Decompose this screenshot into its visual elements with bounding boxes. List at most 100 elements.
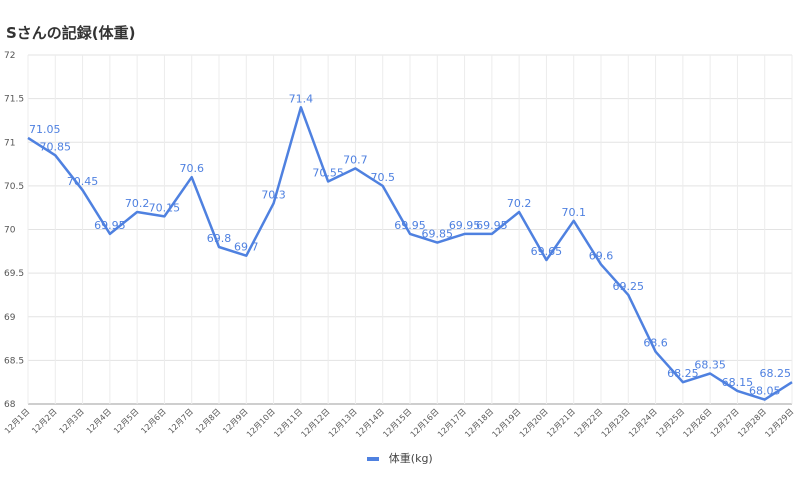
- x-tick-label: 12月8日: [194, 407, 222, 435]
- data-label: 68.6: [643, 337, 668, 350]
- x-tick-label: 12月1日: [3, 407, 31, 435]
- y-tick-label: 69.5: [4, 269, 24, 279]
- data-label: 68.25: [760, 367, 792, 380]
- series-lines: [26, 105, 794, 402]
- y-tick-label: 68.5: [4, 356, 24, 366]
- data-point[interactable]: [299, 105, 303, 109]
- data-point[interactable]: [244, 254, 248, 258]
- data-point[interactable]: [53, 153, 57, 157]
- data-label: 69.25: [613, 280, 645, 293]
- data-label: 70.6: [179, 162, 204, 175]
- data-label: 70.85: [40, 140, 72, 153]
- x-tick-label: 12月20日: [518, 407, 550, 439]
- data-point[interactable]: [272, 201, 276, 205]
- data-label: 69.95: [94, 219, 126, 232]
- y-axis-ticks: 68 68.5 69 69.5 70 70.5 71 71.5 72: [4, 51, 24, 410]
- data-point[interactable]: [654, 350, 658, 354]
- y-tick-label: 68: [4, 400, 16, 410]
- data-label: 69.6: [589, 249, 614, 262]
- legend-label: 体重(kg): [388, 452, 433, 465]
- data-point[interactable]: [708, 371, 712, 375]
- y-tick-label: 71.5: [4, 95, 24, 105]
- data-label: 69.65: [531, 245, 563, 258]
- data-point[interactable]: [517, 210, 521, 214]
- data-label: 68.05: [749, 385, 781, 398]
- x-tick-label: 12月10日: [245, 407, 277, 439]
- y-tick-label: 69: [4, 313, 16, 323]
- data-label: 70.15: [149, 201, 181, 214]
- data-label: 70.2: [507, 197, 532, 210]
- data-label: 68.15: [722, 376, 754, 389]
- y-tick-label: 70: [4, 226, 16, 236]
- data-label: 69.95: [476, 219, 508, 232]
- data-point[interactable]: [326, 180, 330, 184]
- x-tick-label: 12月16日: [409, 407, 441, 439]
- x-tick-label: 12月19日: [490, 407, 522, 439]
- data-label: 69.85: [422, 228, 454, 241]
- data-point[interactable]: [463, 232, 467, 236]
- gridlines: [27, 54, 793, 405]
- x-tick-label: 12月5日: [112, 407, 140, 435]
- legend[interactable]: 体重(kg): [0, 450, 800, 466]
- data-point[interactable]: [490, 232, 494, 236]
- x-tick-label: 12月4日: [85, 407, 113, 435]
- x-tick-label: 12月12日: [299, 407, 331, 439]
- data-label: 69.95: [449, 219, 481, 232]
- x-tick-label: 12月29日: [763, 407, 795, 439]
- series-line: [27, 106, 793, 401]
- data-label: 71.05: [29, 123, 61, 136]
- data-label: 70.5: [370, 171, 395, 184]
- x-tick-label: 12月14日: [354, 407, 386, 439]
- data-label: 70.1: [561, 206, 586, 219]
- data-point[interactable]: [190, 175, 194, 179]
- data-point[interactable]: [217, 245, 221, 249]
- x-tick-label: 12月6日: [139, 407, 167, 435]
- data-label: 69.7: [234, 241, 259, 254]
- data-point[interactable]: [763, 398, 767, 402]
- x-tick-label: 12月24日: [627, 407, 659, 439]
- x-tick-label: 12月23日: [600, 407, 632, 439]
- data-point[interactable]: [599, 262, 603, 266]
- y-tick-label: 72: [4, 51, 15, 61]
- data-point[interactable]: [26, 136, 30, 140]
- data-label: 70.45: [67, 175, 99, 188]
- x-tick-label: 12月2日: [30, 407, 58, 435]
- x-tick-label: 12月26日: [681, 407, 713, 439]
- y-tick-label: 71: [4, 138, 15, 148]
- x-tick-label: 12月15日: [381, 407, 413, 439]
- y-tick-label: 70.5: [4, 182, 24, 192]
- data-point[interactable]: [81, 188, 85, 192]
- data-label: 70.3: [261, 188, 286, 201]
- data-point[interactable]: [626, 293, 630, 297]
- x-tick-label: 12月22日: [572, 407, 604, 439]
- x-tick-label: 12月17日: [436, 407, 468, 439]
- x-tick-label: 12月13日: [327, 407, 359, 439]
- x-tick-label: 12月11日: [272, 407, 304, 439]
- data-point[interactable]: [544, 258, 548, 262]
- x-tick-label: 12月21日: [545, 407, 577, 439]
- data-point[interactable]: [108, 232, 112, 236]
- data-label: 69.95: [394, 219, 426, 232]
- data-point[interactable]: [572, 219, 576, 223]
- data-point[interactable]: [790, 380, 794, 384]
- x-tick-label: 12月27日: [709, 407, 741, 439]
- x-tick-label: 12月3日: [58, 407, 86, 435]
- data-label: 68.25: [667, 367, 699, 380]
- data-point[interactable]: [408, 232, 412, 236]
- x-tick-label: 12月25日: [654, 407, 686, 439]
- data-point[interactable]: [681, 380, 685, 384]
- data-point[interactable]: [135, 210, 139, 214]
- chart-title: Sさんの記録(体重): [6, 24, 136, 42]
- data-point[interactable]: [353, 166, 357, 170]
- x-tick-label: 12月28日: [736, 407, 768, 439]
- data-point[interactable]: [435, 241, 439, 245]
- data-point[interactable]: [162, 214, 166, 218]
- data-label: 70.2: [125, 197, 150, 210]
- data-label: 68.35: [694, 358, 726, 371]
- data-point[interactable]: [735, 389, 739, 393]
- x-axis-ticks: 12月1日12月2日12月3日12月4日12月5日12月6日12月7日12月8日…: [3, 407, 795, 439]
- data-label: 69.8: [207, 232, 232, 245]
- data-point[interactable]: [381, 184, 385, 188]
